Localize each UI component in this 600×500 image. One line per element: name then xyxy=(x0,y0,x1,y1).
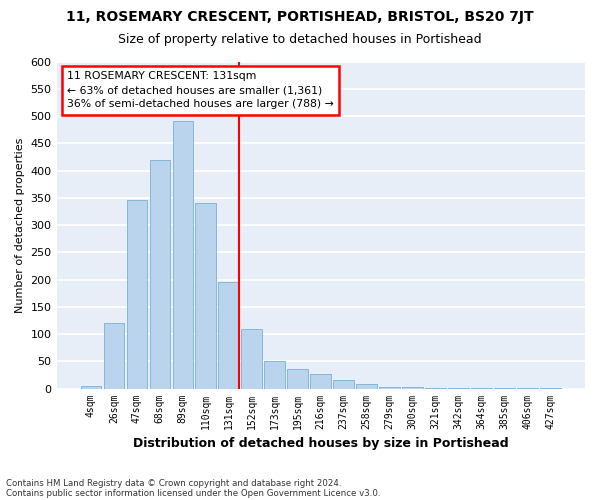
Bar xyxy=(356,384,377,388)
Bar xyxy=(403,387,423,388)
Text: Contains HM Land Registry data © Crown copyright and database right 2024.: Contains HM Land Registry data © Crown c… xyxy=(6,478,341,488)
Bar xyxy=(196,203,216,388)
Y-axis label: Number of detached properties: Number of detached properties xyxy=(15,138,25,312)
Bar xyxy=(104,323,124,388)
Bar xyxy=(218,282,239,389)
Bar xyxy=(241,328,262,388)
Bar xyxy=(379,387,400,388)
Bar xyxy=(149,160,170,388)
Bar xyxy=(80,386,101,388)
Text: 11 ROSEMARY CRESCENT: 131sqm
← 63% of detached houses are smaller (1,361)
36% of: 11 ROSEMARY CRESCENT: 131sqm ← 63% of de… xyxy=(67,72,334,110)
Bar xyxy=(173,122,193,388)
Text: Contains public sector information licensed under the Open Government Licence v3: Contains public sector information licen… xyxy=(6,488,380,498)
Text: 11, ROSEMARY CRESCENT, PORTISHEAD, BRISTOL, BS20 7JT: 11, ROSEMARY CRESCENT, PORTISHEAD, BRIST… xyxy=(66,10,534,24)
Text: Size of property relative to detached houses in Portishead: Size of property relative to detached ho… xyxy=(118,32,482,46)
Bar xyxy=(265,362,285,388)
Bar xyxy=(334,380,354,388)
Bar xyxy=(127,200,147,388)
X-axis label: Distribution of detached houses by size in Portishead: Distribution of detached houses by size … xyxy=(133,437,509,450)
Bar xyxy=(310,374,331,388)
Bar xyxy=(287,370,308,388)
